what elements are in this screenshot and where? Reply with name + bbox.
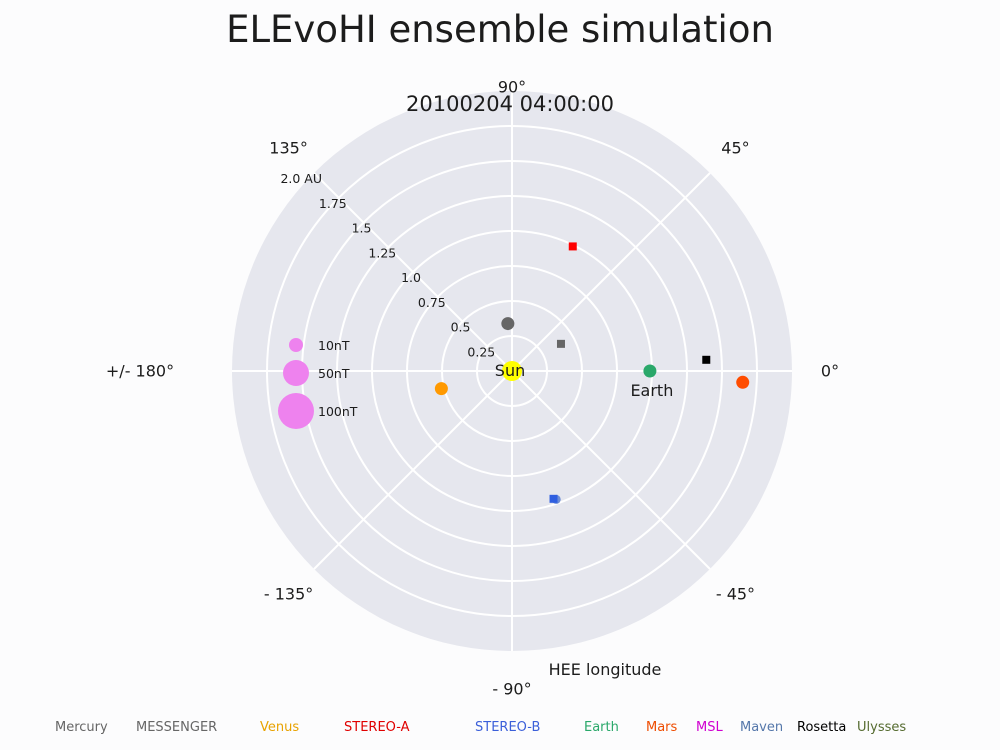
legend-item: STEREO-A	[344, 720, 410, 735]
point-venus	[434, 382, 448, 396]
angular-grid-line	[313, 370, 513, 570]
point-rosetta	[702, 355, 711, 364]
legend-item: Mars	[646, 720, 678, 735]
timestamp: 20100204 04:00:00	[406, 92, 614, 116]
legend-item: Venus	[260, 720, 300, 735]
angle-label: 90°	[497, 77, 527, 97]
angle-label: - 45°	[715, 584, 756, 604]
field-scale-label: 100nT	[318, 404, 358, 419]
angular-grid-line	[511, 370, 711, 570]
point-messenger	[556, 339, 565, 348]
legend-item: Earth	[584, 720, 619, 735]
point-stereo-b	[549, 494, 558, 503]
angle-label: +/- 180°	[105, 361, 175, 381]
radial-tick-label: 2.0 AU	[280, 171, 322, 186]
legend-item: Mercury	[55, 720, 108, 735]
field-scale-label: 50nT	[318, 366, 350, 381]
legend-item: MESSENGER	[136, 720, 218, 735]
legend-item: Rosetta	[797, 720, 847, 735]
field-scale-marker	[289, 338, 303, 352]
angle-label: 45°	[721, 138, 750, 158]
legend-item: Maven	[740, 720, 784, 735]
radial-tick-label: 0.75	[418, 295, 446, 310]
radial-tick-label: 1.25	[368, 245, 396, 260]
label-earth: Earth	[630, 381, 673, 400]
legend-item: Ulysses	[857, 720, 907, 735]
angle-label: 0°	[820, 361, 840, 381]
point-stereo-a	[568, 242, 577, 251]
field-scale-marker	[278, 393, 314, 429]
radial-tick-label: 0.5	[451, 320, 471, 335]
point-earth	[643, 364, 657, 378]
radial-tick-label: 1.75	[319, 196, 347, 211]
radial-tick-label: 1.5	[352, 221, 372, 236]
label-sun: Sun	[495, 361, 525, 380]
field-scale-marker	[283, 360, 309, 386]
legend-item: MSL	[696, 720, 723, 735]
legend-item: STEREO-B	[475, 720, 541, 735]
axis-label: HEE longitude	[549, 660, 662, 679]
point-mars	[736, 375, 750, 389]
radial-tick-label: 0.25	[467, 344, 495, 359]
point-mercury	[501, 317, 515, 331]
legend: Mercury MESSENGER Venus STEREO-A STEREO-B Ear…	[0, 720, 1000, 742]
angle-label: - 135°	[263, 584, 314, 604]
chart-title: ELEvoHI ensemble simulation	[226, 8, 774, 51]
angular-grid-line	[313, 172, 513, 372]
angle-label: - 90°	[492, 679, 532, 699]
field-scale-label: 10nT	[318, 338, 350, 353]
point-sun	[502, 361, 522, 381]
angle-label: 135°	[269, 138, 308, 158]
angular-grid-line	[511, 172, 711, 372]
radial-tick-label: 1.0	[401, 270, 421, 285]
